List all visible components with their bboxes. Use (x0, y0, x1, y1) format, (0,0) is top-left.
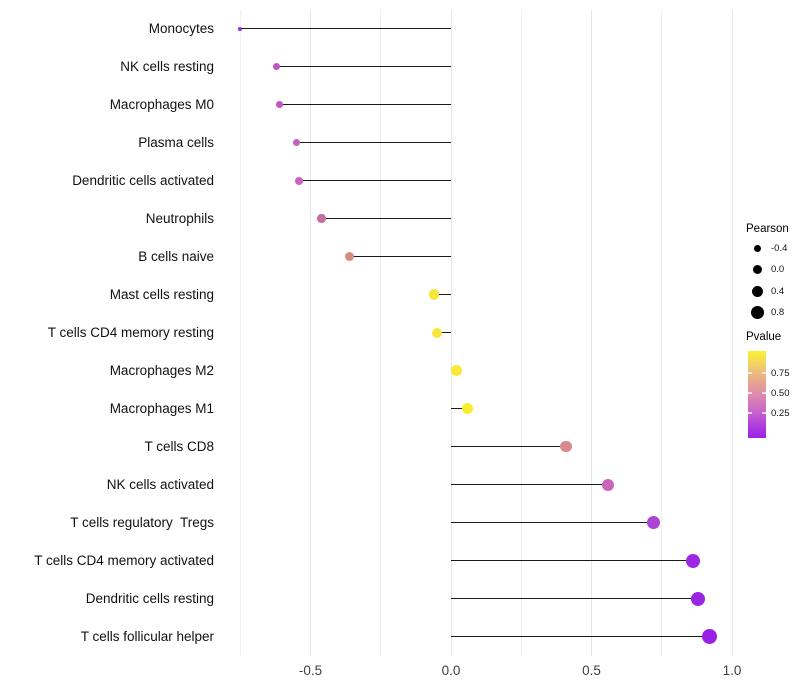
data-point-dot (428, 289, 440, 300)
legend-color-label: 0.25 (771, 407, 790, 419)
data-point-dot (602, 478, 615, 491)
data-point-dot (702, 629, 718, 644)
x-gridline (591, 10, 592, 656)
legend-size-circle (752, 265, 762, 274)
data-point-dot (238, 26, 243, 31)
legend-color-title: Pvalue (746, 331, 782, 343)
y-axis-label: T cells CD4 memory resting (47, 325, 214, 340)
y-axis-label: NK cells resting (120, 59, 214, 74)
legend-size-circle (750, 306, 764, 319)
data-point-dot (431, 327, 442, 338)
legend-size-circle (753, 244, 761, 252)
data-point-dot (560, 440, 572, 453)
y-axis-label: Macrophages M0 (109, 97, 214, 112)
x-gridline (310, 10, 311, 656)
y-axis-label: Neutrophils (145, 211, 214, 226)
lollipop-stick (296, 141, 451, 144)
x-gridline (239, 10, 241, 656)
lollipop-stick (451, 407, 468, 410)
y-axis-label: B cells naive (138, 249, 214, 264)
legend-gradient-tick (748, 372, 752, 374)
legend-color-label: 0.50 (771, 387, 790, 399)
x-gridline (520, 10, 522, 656)
lollipop-stick (451, 445, 567, 448)
x-axis-tick-label: 0.0 (441, 663, 461, 678)
x-axis-tick-label: 1.0 (722, 663, 742, 678)
data-point-dot (273, 63, 281, 70)
data-point-dot (451, 365, 462, 376)
legend-gradient-tick (748, 412, 752, 414)
data-point-dot (691, 591, 706, 606)
lollipop-stick (434, 293, 451, 296)
y-axis-label: T cells CD8 (144, 439, 214, 454)
x-gridline (731, 10, 733, 656)
lollipop-stick (299, 179, 451, 182)
legend-size-label: 0.0 (771, 264, 785, 275)
legend-gradient-tick (748, 392, 752, 394)
legend-color-label: 0.75 (771, 367, 790, 379)
y-axis-label: Macrophages M1 (109, 401, 214, 416)
lollipop-stick (349, 255, 451, 258)
lollipop-stick (451, 521, 654, 524)
lollipop-stick (240, 27, 451, 30)
y-axis-label: Dendritic cells activated (72, 173, 214, 188)
legend-color-gradient-bar (748, 351, 766, 438)
data-point-dot (345, 252, 355, 261)
data-point-dot (462, 403, 474, 414)
lollipop-stick (451, 483, 609, 486)
lollipop-stick (276, 65, 451, 68)
lollipop-stick (451, 559, 693, 562)
legend-gradient-tick (762, 372, 766, 374)
lollipop-stick (436, 331, 451, 334)
data-point-dot (685, 553, 700, 568)
y-axis-label: Mast cells resting (109, 287, 214, 302)
data-point-dot (292, 138, 301, 147)
y-axis-label: Dendritic cells resting (85, 591, 214, 606)
legend-size-label: 0.8 (771, 307, 785, 318)
lollipop-stick (279, 103, 451, 106)
x-axis-tick-label: 0.5 (582, 663, 601, 678)
y-axis-label: Monocytes (148, 21, 214, 36)
x-axis-tick-label: -0.5 (298, 663, 323, 678)
x-gridline (380, 10, 382, 656)
y-axis-label: T cells CD4 memory activated (34, 553, 214, 568)
y-axis-label: NK cells activated (106, 477, 214, 492)
y-axis-label: T cells follicular helper (80, 629, 214, 644)
legend-size-label: -0.4 (771, 242, 788, 254)
legend-gradient-tick (762, 412, 766, 414)
y-axis-label: Plasma cells (138, 135, 214, 150)
data-point-dot (295, 176, 304, 185)
legend-size-circle (751, 285, 763, 297)
lollipop-stick (321, 217, 451, 220)
legend-gradient-tick (762, 392, 766, 394)
data-point-dot (276, 101, 284, 108)
legend-size-title: Pearson (746, 223, 789, 235)
y-axis-label: Macrophages M2 (109, 363, 214, 378)
x-gridline (450, 10, 452, 656)
lollipop-stick (451, 635, 710, 638)
data-point-dot (646, 516, 660, 529)
y-axis-label: T cells regulatory Tregs (70, 515, 214, 530)
data-point-dot (317, 214, 326, 223)
lollipop-stick (451, 597, 699, 600)
x-gridline (661, 10, 663, 656)
legend-size-label: 0.4 (771, 285, 785, 297)
